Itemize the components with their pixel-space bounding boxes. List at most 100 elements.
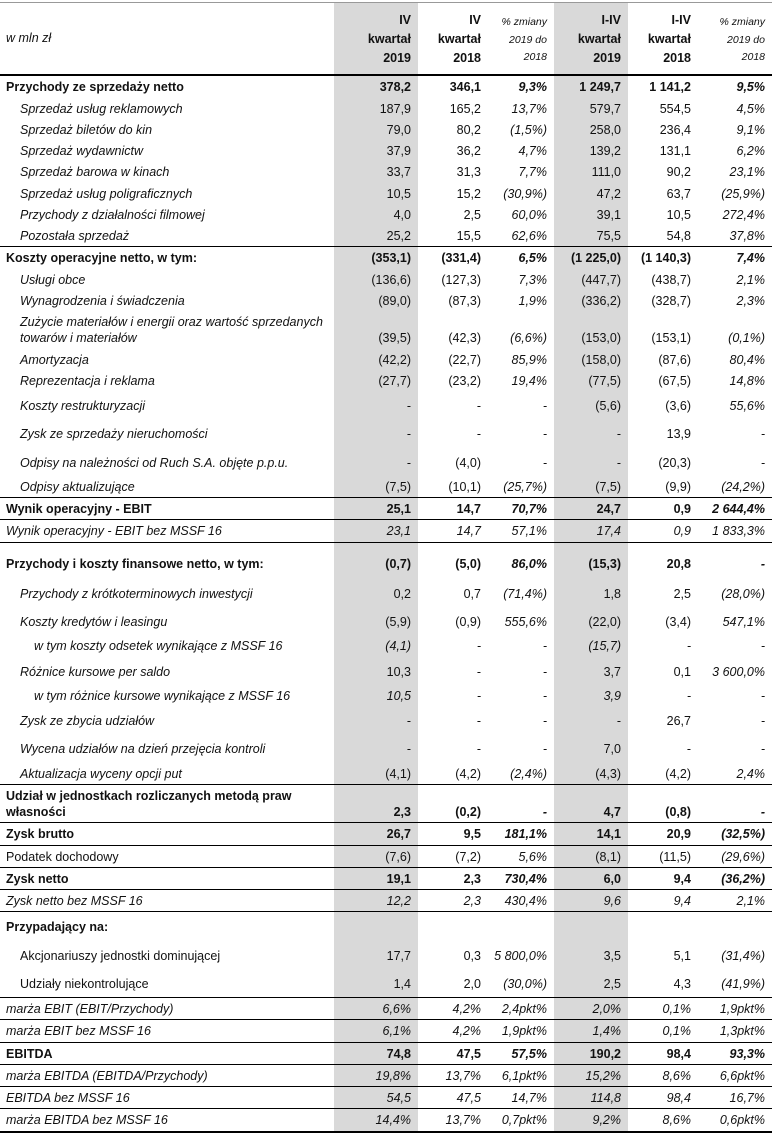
- table-row: Przypadający na:: [0, 911, 772, 941]
- cell-value: (87,3): [448, 293, 481, 308]
- row-label: Zysk brutto: [0, 822, 334, 845]
- cell-value: 98,4: [628, 1085, 698, 1109]
- row-label: Zysk netto: [0, 866, 334, 890]
- cell-value: 3,5: [554, 940, 628, 969]
- row-label: EBITDA bez MSSF 16: [0, 1085, 334, 1109]
- cell-value: 6,5%: [488, 246, 554, 269]
- cell-value: (136,6): [334, 268, 418, 290]
- cell-value: 4,0: [334, 203, 418, 225]
- cell-value: (7,5): [554, 475, 628, 498]
- table-row: Udziały niekontrolujące 1,4 2,0 (30,0%) 2,5 4…: [0, 968, 772, 998]
- cell-value: 4,2%: [418, 1019, 488, 1042]
- column-header-change-q4: % zmiany 2019 do 2018: [488, 2, 554, 77]
- cell-value: (42,3): [448, 331, 481, 346]
- cell-value: -: [542, 742, 547, 757]
- cell-value: (30,9%): [503, 186, 547, 201]
- cell-value: -: [542, 688, 547, 703]
- cell-value: (71,4%): [503, 586, 547, 601]
- cell-value: 13,9: [666, 427, 691, 442]
- row-label: marża EBIT bez MSSF 16: [0, 1019, 334, 1042]
- row-label: Sprzedaż usług reklamowych: [20, 101, 183, 116]
- cell-value: 3 600,0%: [712, 664, 765, 679]
- row-label: Podatek dochodowy: [0, 844, 334, 868]
- cell-value: 2,3%: [736, 293, 766, 308]
- cell-value: 10,3: [334, 656, 418, 685]
- cell-value: 258,0: [554, 118, 628, 140]
- cell-value: (28,0%): [721, 586, 765, 601]
- cell-value: (87,6): [658, 352, 691, 367]
- cell-value: 7,7%: [518, 165, 548, 180]
- table-row: Wycena udziałów na dzień przejęcia kontr…: [0, 734, 772, 763]
- cell-value: (24,2%): [721, 479, 765, 494]
- cell-value: 1,9pkt%: [488, 1019, 554, 1042]
- cell-value: 5 800,0%: [494, 948, 547, 963]
- cell-value: 7,3%: [518, 272, 548, 287]
- row-label: Reprezentacja i reklama: [20, 373, 155, 388]
- cell-value: 55,6%: [729, 399, 765, 413]
- cell-value: 2,5: [554, 968, 628, 998]
- cell-value: -: [554, 706, 628, 735]
- cell-value: (20,3): [658, 455, 691, 470]
- cell-value: [628, 911, 698, 941]
- column-header-q4-2019: IV kwartał 2019: [334, 2, 418, 77]
- table-row: Reprezentacja i reklama (27,7) (23,2) 19,4%…: [0, 369, 772, 391]
- cell-value: (3,6): [665, 399, 691, 413]
- table-row: Odpisy na należności od Ruch S.A. objęte…: [0, 447, 772, 476]
- cell-value: (438,7): [651, 272, 691, 287]
- row-label: Przychody ze sprzedaży netto: [6, 80, 184, 95]
- cell-value: (25,9%): [721, 186, 765, 201]
- cell-value: 7,0: [554, 734, 628, 763]
- cell-value: -: [554, 447, 628, 476]
- cell-value: (4,1): [334, 762, 418, 785]
- cell-value: 547,1%: [722, 615, 765, 629]
- table-row: Sprzedaż barowa w kinach 33,7 31,3 7,7% 111,…: [0, 161, 772, 183]
- cell-value: 14,4%: [334, 1108, 418, 1132]
- cell-value: (0,8): [628, 783, 698, 823]
- cell-value: 2,1%: [736, 272, 766, 287]
- cell-value: 0,1%: [628, 996, 698, 1020]
- cell-value: -: [686, 639, 691, 654]
- cell-value: 4,3: [673, 976, 691, 991]
- cell-value: -: [542, 427, 547, 442]
- table-row: Akcjonariuszy jednostki dominującej 17,7 0…: [0, 940, 772, 969]
- row-label: Wynik operacyjny - EBIT bez MSSF 16: [0, 519, 334, 542]
- cell-value: (7,6): [334, 844, 418, 868]
- table-row: marża EBIT bez MSSF 16 6,1% 4,2% 1,9pkt% 1,4…: [0, 1019, 772, 1042]
- cell-value: 15,2: [456, 186, 481, 201]
- row-label: Zysk netto bez MSSF 16: [0, 888, 334, 912]
- cell-value: -: [334, 419, 418, 448]
- cell-value: (0,2): [418, 783, 488, 823]
- table-row: marża EBITDA bez MSSF 16 14,4% 13,7% 0,7pkt…: [0, 1108, 772, 1132]
- cell-value: 10,5: [334, 684, 418, 706]
- cell-value: 79,0: [334, 118, 418, 140]
- table-row: Sprzedaż usług reklamowych 187,9 165,2 13,7…: [0, 97, 772, 119]
- cell-value: 13,7%: [418, 1063, 488, 1087]
- cell-value: 98,4: [628, 1041, 698, 1065]
- row-label: Wynagrodzenia i świadczenia: [20, 293, 185, 308]
- cell-value: (331,4): [418, 246, 488, 269]
- row-label: Przychody z krótkoterminowych inwestycji: [20, 586, 253, 601]
- cell-value: 430,4%: [488, 888, 554, 912]
- cell-value: -: [476, 639, 481, 654]
- cell-value: (15,3): [554, 541, 628, 579]
- cell-value: 6,6pkt%: [698, 1063, 772, 1087]
- cell-value: 0,6pkt%: [698, 1108, 772, 1132]
- cell-value: 9,4: [628, 888, 698, 912]
- cell-value: (22,0): [554, 607, 628, 636]
- cell-value: 17,7: [334, 940, 418, 969]
- cell-value: 131,1: [659, 144, 691, 158]
- cell-value: (447,7): [554, 268, 628, 290]
- cell-value: 1,3pkt%: [698, 1019, 772, 1042]
- table-row: Zysk netto 19,1 2,3 730,4% 6,0 9,4 (36,2%): [0, 866, 772, 890]
- cell-value: (4,2): [665, 766, 691, 781]
- row-label: Przychody z działalności filmowej: [20, 207, 205, 222]
- cell-value: (27,7): [334, 369, 418, 391]
- cell-value: -: [760, 688, 765, 703]
- row-label: EBITDA: [0, 1041, 334, 1065]
- cell-value: 33,7: [334, 161, 418, 183]
- row-label: Różnice kursowe per saldo: [20, 664, 171, 679]
- cell-value: (0,7): [334, 541, 418, 579]
- cell-value: 236,4: [659, 122, 691, 137]
- cell-value: 554,5: [659, 101, 691, 116]
